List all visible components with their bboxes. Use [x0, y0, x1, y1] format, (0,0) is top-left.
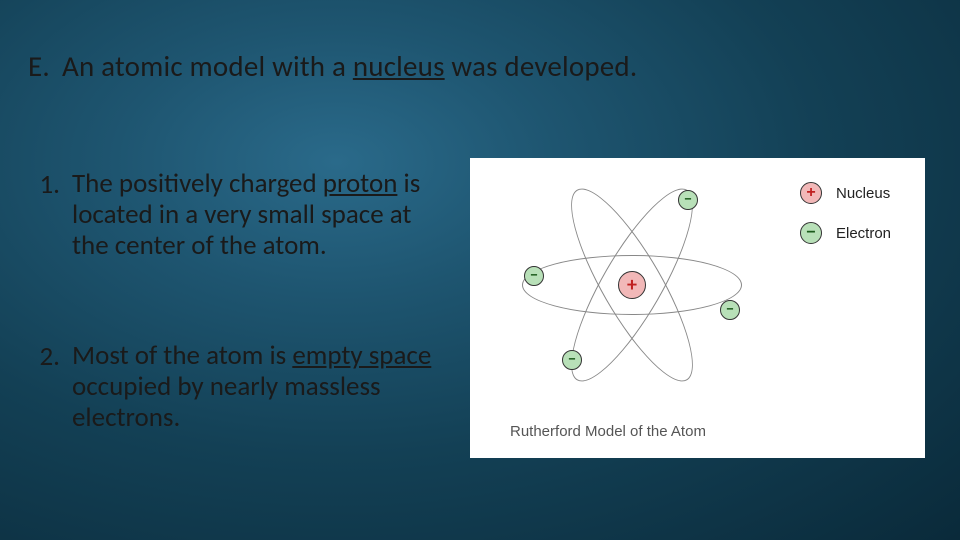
item-number: 1. — [30, 168, 72, 201]
figure-legend: + Nucleus − Electron — [800, 182, 891, 262]
heading-text-after: was developed. — [445, 48, 638, 84]
list-item-1: 1. The positively charged proton is loca… — [30, 168, 454, 261]
item-text-pre: The positively charged — [72, 167, 323, 200]
electron-particle: − — [720, 300, 740, 320]
legend-row-nucleus: + Nucleus — [800, 182, 891, 204]
legend-row-electron: − Electron — [800, 222, 891, 244]
legend-label-nucleus: Nucleus — [836, 185, 890, 202]
heading-text-before: An atomic model with a — [62, 48, 353, 84]
list-item-2: 2. Most of the atom is empty space occup… — [30, 340, 454, 433]
heading-underlined: nucleus — [353, 48, 445, 84]
heading-line: E.An atomic model with a nucleus was dev… — [28, 48, 637, 84]
electron-particle: − — [562, 350, 582, 370]
item-text: Most of the atom is empty space occupied… — [72, 340, 454, 433]
nucleus-particle: + — [618, 271, 646, 299]
nucleus-icon: + — [800, 182, 822, 204]
figure-caption: Rutherford Model of the Atom — [510, 423, 706, 440]
item-text-pre: Most of the atom is — [72, 339, 292, 372]
atom-figure: + − − − − + Nucleus − Electron Rutherfor… — [470, 158, 925, 458]
legend-label-electron: Electron — [836, 225, 891, 242]
electron-particle: − — [678, 190, 698, 210]
electron-icon: − — [800, 222, 822, 244]
item-text-underlined: proton — [323, 167, 398, 200]
heading-marker: E. — [28, 48, 62, 84]
electron-particle: − — [524, 266, 544, 286]
item-text-post: occupied by nearly massless electrons. — [72, 370, 381, 434]
atom-diagram: + − − − − — [502, 170, 762, 400]
item-number: 2. — [30, 340, 72, 373]
item-text-underlined: empty space — [292, 339, 431, 372]
item-text: The positively charged proton is located… — [72, 168, 454, 261]
